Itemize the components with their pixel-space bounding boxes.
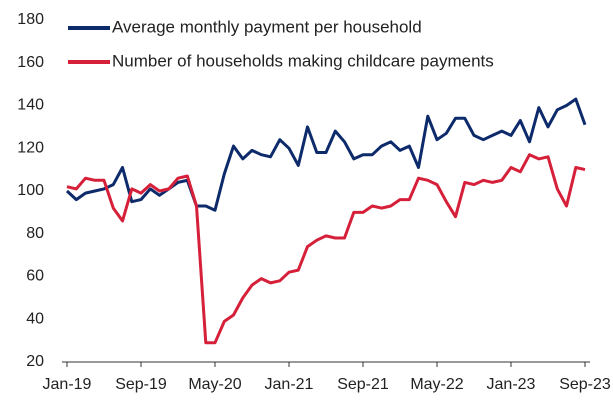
y-tick-label: 140 — [17, 97, 44, 114]
y-tick-label: 180 — [17, 11, 44, 28]
x-tick-label: Jan-23 — [487, 376, 536, 393]
y-tick-label: 100 — [17, 182, 44, 199]
y-tick-label: 120 — [17, 139, 44, 156]
x-tick-label: May-20 — [188, 376, 241, 393]
y-tick-label: 20 — [26, 353, 44, 370]
x-tick-label: Sep-23 — [559, 376, 611, 393]
legend-label: Average monthly payment per household — [112, 17, 422, 36]
y-tick-label: 60 — [26, 268, 44, 285]
x-tick-label: Sep-21 — [337, 376, 389, 393]
x-tick-label: Sep-19 — [115, 376, 167, 393]
y-tick-label: 80 — [26, 225, 44, 242]
legend-label: Number of households making childcare pa… — [112, 51, 494, 70]
x-tick-label: May-22 — [410, 376, 463, 393]
series-line — [65, 97, 587, 212]
x-tick-label: Jan-21 — [265, 376, 314, 393]
series-line — [66, 153, 586, 345]
y-tick-label: 40 — [26, 310, 44, 327]
x-tick-label: Jan-19 — [43, 376, 92, 393]
y-tick-label: 160 — [17, 54, 44, 71]
